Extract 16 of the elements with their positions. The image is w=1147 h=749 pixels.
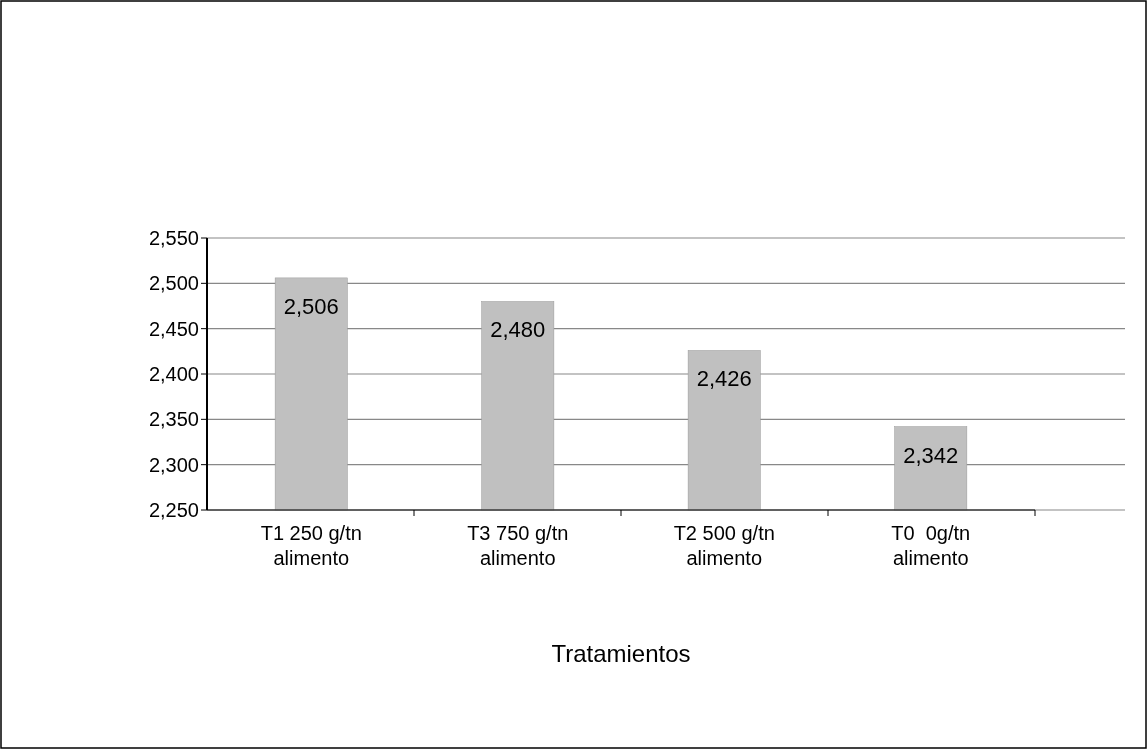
x-tick-label: T1 250 g/tn alimento	[260, 522, 362, 569]
data-label: 2,342	[903, 442, 959, 468]
y-tick-label: 2,250	[148, 499, 199, 521]
data-label: 2,426	[696, 366, 752, 392]
y-tick-label: 2,350	[148, 408, 199, 431]
x-axis-title: Tratamientos	[551, 640, 691, 667]
x-tick-label: T0 0g/tn alimento	[891, 522, 971, 569]
data-label: 2,480	[490, 317, 546, 343]
y-tick-label: 2,300	[148, 453, 199, 476]
x-tick-label: T3 750 g/tn alimento	[467, 522, 569, 569]
y-tick-label: 2,500	[148, 272, 199, 295]
y-tick-label: 2,450	[148, 317, 199, 340]
y-tick-label: 2,400	[148, 363, 199, 385]
x-tick-label: T2 500 g/tn alimento	[673, 522, 775, 569]
y-tick-label: 2,550	[148, 227, 199, 249]
data-label: 2,506	[283, 293, 339, 319]
